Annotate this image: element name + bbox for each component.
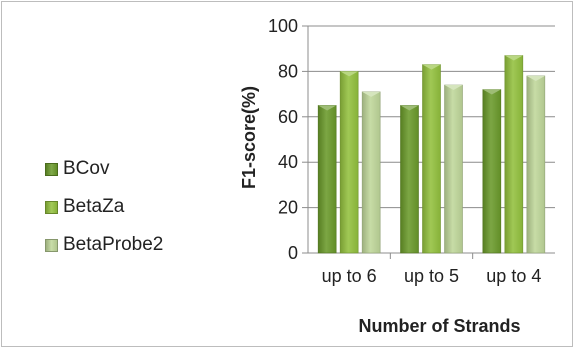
bar-cap-betaza-1 — [422, 64, 441, 70]
bar-cap-bcov-2 — [482, 89, 501, 95]
y-tick-label-80: 80 — [278, 61, 298, 81]
bar-bcov-0 — [317, 105, 337, 254]
x-tick-label-0: up to 6 — [322, 266, 377, 286]
legend-swatch-betaza — [45, 200, 58, 214]
bar-cap-betaprobe2-0 — [362, 91, 381, 97]
x-tick-label-1: up to 5 — [404, 266, 459, 286]
bar-betaza-2 — [504, 55, 524, 254]
legend-item-betaza: BetaZa — [45, 188, 163, 226]
y-tick-label-100: 100 — [268, 16, 298, 36]
y-tick-label-20: 20 — [278, 198, 298, 218]
x-tick-label-2: up to 4 — [486, 266, 541, 286]
bar-cap-betaprobe2-1 — [444, 85, 463, 91]
bar-betaza-1 — [422, 64, 441, 254]
bar-betaprobe2-2 — [526, 75, 546, 254]
bar-bcov-1 — [400, 105, 419, 254]
bar-cap-bcov-0 — [318, 105, 337, 111]
legend-label-betaprobe2: BetaProbe2 — [63, 234, 164, 255]
bar-betaprobe2-0 — [361, 91, 381, 254]
y-tick-label-60: 60 — [278, 107, 298, 127]
y-tick-label-40: 40 — [278, 152, 298, 172]
bar-betaza-0 — [339, 71, 359, 254]
legend-swatch-betaprobe2 — [45, 238, 58, 252]
legend-swatch-bcov — [45, 162, 58, 176]
legend-item-bcov: BCov — [45, 150, 163, 188]
legend: BCov BetaZa BetaProbe2 — [45, 150, 163, 264]
legend-item-betaprobe2: BetaProbe2 — [45, 226, 163, 264]
bar-cap-betaza-0 — [340, 71, 359, 77]
x-axis-title: Number of Strands — [358, 316, 520, 336]
bar-cap-betaprobe2-2 — [526, 75, 545, 81]
bar-cap-bcov-1 — [400, 105, 419, 111]
legend-label-bcov: BCov — [63, 158, 110, 179]
bar-bcov-2 — [482, 89, 502, 254]
y-axis-title: F1-score(%) — [239, 86, 259, 189]
bar-betaprobe2-1 — [444, 84, 463, 254]
y-tick-label-0: 0 — [288, 243, 298, 263]
legend-label-betaza: BetaZa — [63, 196, 125, 217]
bar-cap-betaza-2 — [504, 55, 523, 61]
